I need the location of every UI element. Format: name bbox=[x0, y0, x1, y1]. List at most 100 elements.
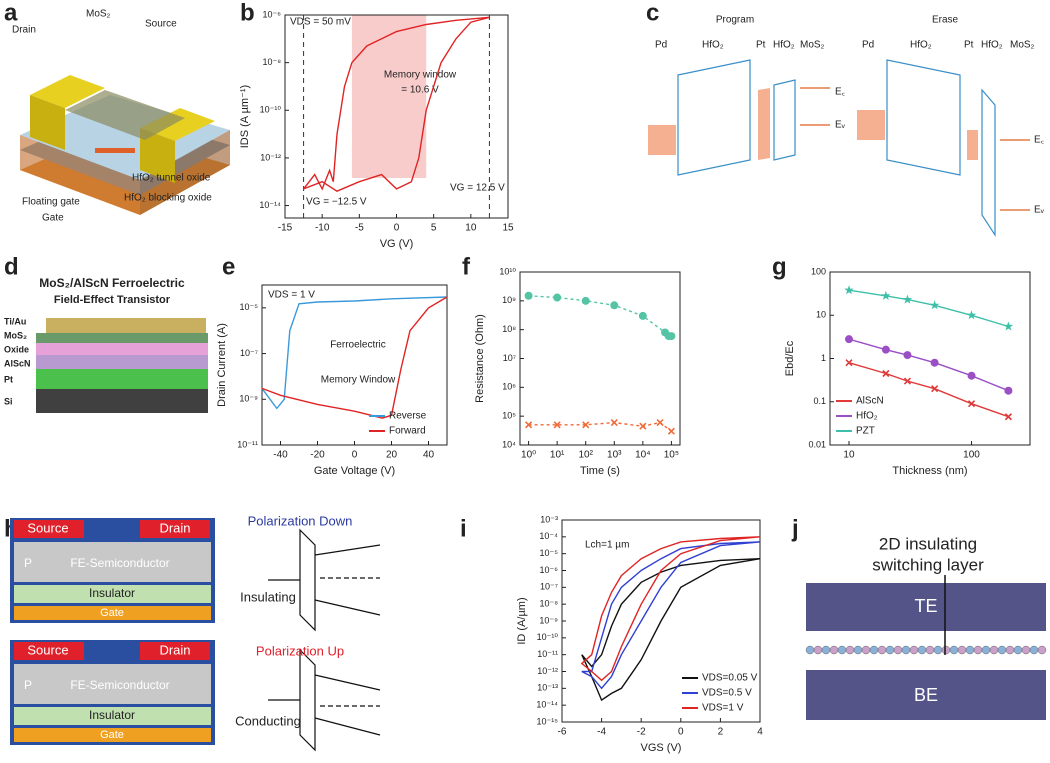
legend-label: VDS=0.5 V bbox=[702, 688, 752, 699]
label: TE bbox=[914, 596, 937, 616]
y-tick-label: 10⁹ bbox=[502, 295, 516, 305]
label: P bbox=[24, 556, 32, 570]
series-line bbox=[848, 289, 1009, 328]
atom bbox=[917, 645, 927, 655]
marker bbox=[656, 418, 664, 427]
atom bbox=[805, 645, 815, 655]
label: Drain bbox=[159, 642, 190, 657]
panel-label: d bbox=[4, 253, 19, 280]
y-tick-label: 10⁻¹² bbox=[537, 666, 558, 676]
title: Field-Effect Transistor bbox=[54, 294, 171, 306]
atom bbox=[1013, 645, 1023, 655]
legend-label: Forward bbox=[389, 426, 426, 437]
plot-frame bbox=[519, 271, 681, 446]
label: HfO₂ tunnel oxide bbox=[132, 173, 211, 184]
panel-label: e bbox=[222, 253, 235, 280]
label: 2D insulating bbox=[879, 534, 977, 553]
marker bbox=[882, 369, 890, 378]
marker bbox=[1004, 413, 1012, 421]
atom bbox=[845, 645, 855, 655]
marker bbox=[1004, 386, 1013, 395]
marker bbox=[581, 296, 590, 305]
layer: Ti/Au bbox=[4, 316, 26, 326]
marker bbox=[845, 359, 853, 367]
x-tick-label: -20 bbox=[310, 450, 325, 461]
x-tick-label: 5 bbox=[431, 223, 437, 234]
x-tick-label: 10¹ bbox=[550, 450, 565, 461]
marker bbox=[639, 422, 647, 430]
panel-label: g bbox=[772, 253, 787, 280]
x-tick-label: -40 bbox=[273, 450, 288, 461]
atom bbox=[837, 645, 847, 655]
annotation: Lch=1 µm bbox=[585, 540, 629, 551]
atom bbox=[909, 645, 919, 655]
layer: HfO₂ bbox=[981, 40, 1003, 51]
series-line bbox=[528, 295, 672, 337]
x-tick-label: 10 bbox=[843, 450, 855, 461]
label: FE-Semiconductor bbox=[70, 556, 169, 570]
marker bbox=[553, 293, 562, 302]
label: FE-Semiconductor bbox=[70, 678, 169, 692]
y-tick-label: 10⁻⁹ bbox=[239, 394, 258, 404]
legend-label: VDS=1 V bbox=[702, 703, 744, 714]
label: Source bbox=[27, 642, 68, 657]
marker bbox=[610, 418, 618, 427]
y-tick-label: 10⁵ bbox=[502, 411, 516, 421]
level: Eᵥ bbox=[1034, 205, 1045, 216]
layer: Pd bbox=[655, 40, 667, 51]
label: Floating gate bbox=[22, 197, 80, 208]
y-tick-label: 10⁻¹² bbox=[260, 152, 281, 162]
device-d bbox=[36, 318, 208, 413]
x-tick-label: 10⁴ bbox=[635, 450, 650, 461]
series-line bbox=[848, 362, 1009, 418]
layer: AlScN bbox=[4, 358, 31, 368]
atom bbox=[861, 645, 871, 655]
y-tick-label: 1 bbox=[821, 353, 826, 363]
layer: HfO₂ bbox=[773, 40, 795, 51]
x-tick-label: 10² bbox=[578, 450, 593, 461]
x-tick-label: 40 bbox=[423, 450, 435, 461]
atom bbox=[1005, 645, 1015, 655]
x-tick-label: -2 bbox=[637, 727, 646, 738]
y-tick-label: 10⁻¹⁴ bbox=[259, 200, 281, 210]
y-tick-label: 10⁻⁸ bbox=[262, 57, 281, 67]
y-tick-label: 100 bbox=[811, 266, 826, 276]
label: switching layer bbox=[872, 555, 984, 574]
layer: MoS₂ bbox=[4, 330, 27, 340]
series-line bbox=[261, 296, 448, 419]
series-line bbox=[303, 16, 490, 191]
x-axis-label: Gate Voltage (V) bbox=[314, 465, 395, 477]
series-line bbox=[848, 338, 1009, 392]
y-tick-label: 10⁻⁶ bbox=[540, 565, 559, 575]
y-tick-label: 10⁴ bbox=[502, 439, 516, 449]
series-line bbox=[580, 536, 761, 682]
marker bbox=[966, 310, 977, 320]
y-tick-label: 10⁻⁵ bbox=[540, 548, 559, 558]
annotation: VDS = 1 V bbox=[268, 290, 315, 301]
y-tick-label: 10⁻¹⁴ bbox=[536, 700, 558, 710]
label: Insulator bbox=[89, 708, 135, 722]
x-tick-label: 0 bbox=[352, 450, 358, 461]
x-tick-label: 100 bbox=[963, 450, 980, 461]
state: Polarization Up bbox=[256, 643, 344, 658]
state: Polarization Down bbox=[248, 513, 353, 528]
panel-label: a bbox=[4, 0, 18, 26]
y-tick-label: 10 bbox=[816, 310, 826, 320]
y-tick-label: 10⁻⁹ bbox=[539, 615, 558, 625]
y-tick-label: 10⁻¹¹ bbox=[237, 439, 258, 449]
marker bbox=[524, 291, 533, 300]
layer: Oxide bbox=[4, 344, 29, 354]
marker bbox=[967, 371, 976, 380]
y-tick-label: 10¹⁰ bbox=[499, 266, 516, 276]
marker bbox=[553, 421, 561, 429]
y-tick-label: 10⁻¹⁵ bbox=[537, 716, 559, 726]
label: HfO₂ blocking oxide bbox=[124, 193, 212, 204]
layer: HfO₂ bbox=[910, 40, 932, 51]
atom bbox=[965, 645, 975, 655]
atom bbox=[1037, 645, 1047, 655]
atom bbox=[901, 645, 911, 655]
x-axis-label: Time (s) bbox=[580, 465, 620, 477]
atom bbox=[1021, 645, 1031, 655]
atom bbox=[989, 645, 999, 655]
y-tick-label: 10⁻³ bbox=[540, 514, 558, 524]
